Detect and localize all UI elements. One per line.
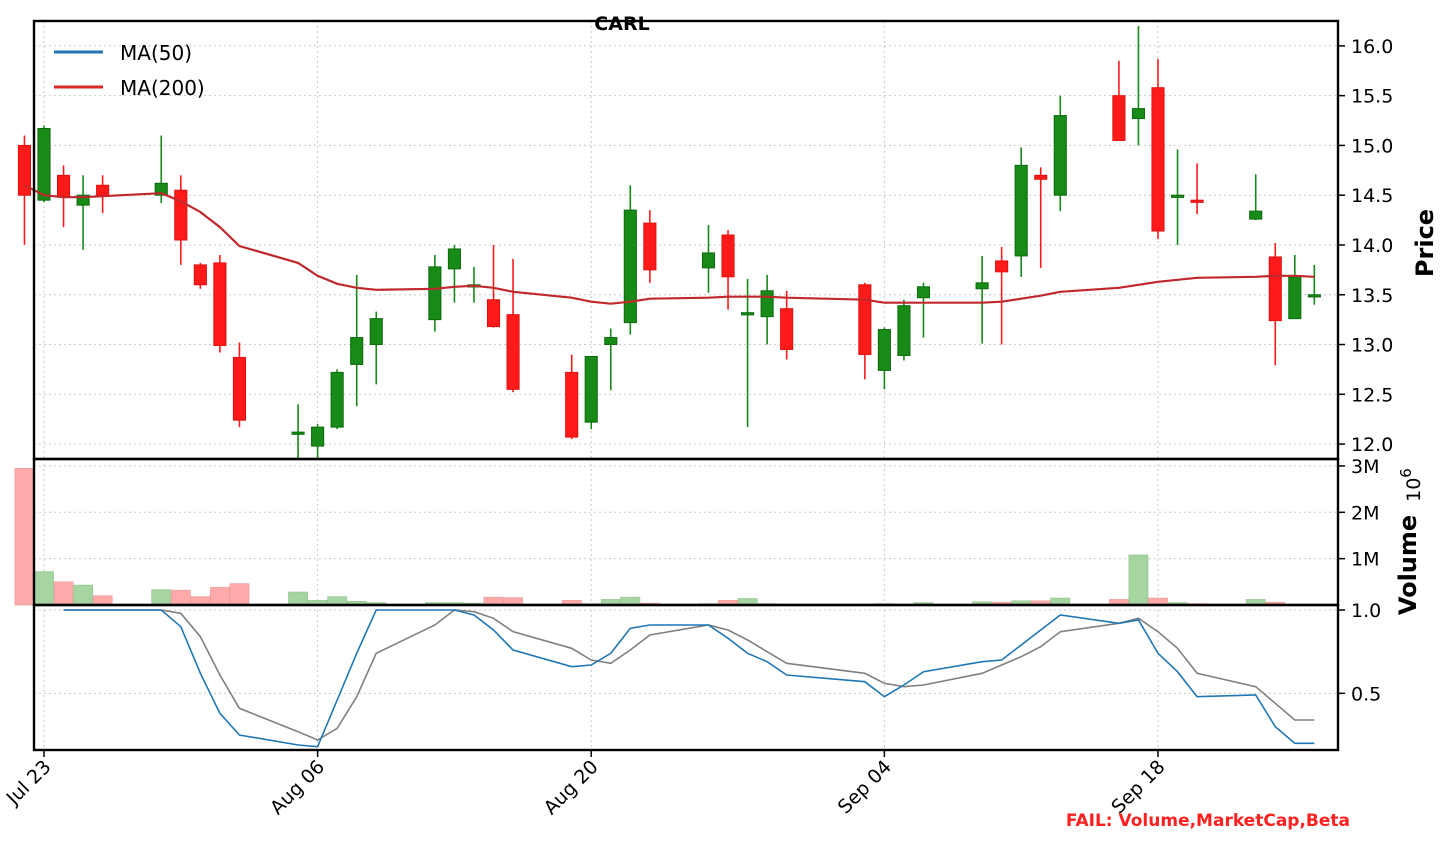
price-axis-label: Price (1411, 209, 1439, 277)
volume-bar (229, 583, 250, 606)
price-tick-label: 12.5 (1351, 384, 1393, 406)
candle-body (291, 431, 305, 435)
candle-body (975, 282, 989, 290)
volume-tick-label: 3M (1351, 456, 1379, 478)
candle-body (311, 426, 325, 447)
volume-bar (327, 596, 348, 606)
candle-body (76, 194, 90, 206)
legend-label-ma200: MA(200) (120, 76, 205, 100)
volume-bar (151, 589, 172, 606)
oscillator-frame (32, 603, 1340, 752)
price-tick-label: 13.5 (1351, 285, 1393, 307)
candle-body (565, 371, 579, 438)
x-tick-label: Sep 18 (1107, 756, 1169, 818)
candle-body (486, 299, 501, 328)
candle-body (1307, 294, 1321, 298)
candle-body (369, 318, 383, 346)
price-tick-label: 14.5 (1351, 185, 1393, 207)
price-tick-label: 16.0 (1351, 36, 1393, 58)
volume-bar (1128, 554, 1149, 606)
candle-body (1131, 108, 1146, 120)
candle-body (330, 371, 344, 428)
candle-body (877, 329, 891, 371)
volume-axis-label: Volume (1394, 515, 1422, 615)
candle-body (1268, 256, 1282, 322)
candle-body (1034, 174, 1048, 180)
candle-body (623, 209, 637, 324)
candle-body (1190, 199, 1204, 203)
candle-body (1249, 210, 1263, 220)
volume-bar (288, 591, 308, 606)
candle-body (1014, 164, 1028, 257)
candle-body (56, 174, 71, 198)
x-tick-label: Aug 20 (540, 756, 603, 819)
volume-bar (190, 596, 211, 606)
volume-bar (73, 584, 93, 606)
legend: MA(50) MA(200) (54, 41, 205, 100)
candle-body (193, 264, 207, 286)
volume-tick-label: 1M (1351, 549, 1379, 571)
volume-bar (170, 589, 191, 606)
candle-body (37, 128, 51, 201)
candle-body (447, 248, 461, 270)
chart-title: CARL (594, 13, 649, 35)
candle-body (897, 305, 911, 356)
candle-body (916, 286, 931, 299)
candle-body (232, 356, 246, 421)
volume-offset-text: 106 (1397, 468, 1425, 502)
candle-body (174, 189, 188, 241)
candle-body (604, 337, 618, 346)
candle-body (213, 262, 227, 347)
osc-tick-label: 1.0 (1351, 600, 1381, 622)
candle-body (701, 252, 716, 269)
candle-body (721, 234, 735, 278)
x-axis: Jul 23 Aug 06 Aug 20 Sep 04 Sep 18 (2, 750, 1170, 819)
candle-body (1112, 95, 1126, 141)
candle-body (506, 314, 520, 390)
x-tick-label: Aug 06 (266, 756, 329, 819)
candle-body (1151, 87, 1165, 232)
osc-tick-label: 0.5 (1351, 683, 1381, 705)
volume-bar (210, 587, 230, 606)
volume-bar (92, 595, 113, 606)
candle-body (350, 337, 364, 365)
price-tick-label: 13.0 (1351, 335, 1393, 357)
candle-body (995, 260, 1009, 273)
candle-body (584, 355, 598, 423)
candle-body (96, 184, 110, 196)
candle-body (1288, 276, 1302, 320)
candle-body (1053, 115, 1067, 196)
fail-notice: FAIL: Volume,MarketCap,Beta (1066, 811, 1350, 831)
volume-panel: 1M 2M 3M (14, 456, 1379, 607)
x-tick-label: Sep 04 (834, 756, 896, 818)
legend-label-ma50: MA(50) (120, 41, 192, 65)
candle-body (1170, 194, 1185, 198)
candle-body (17, 144, 32, 196)
candle-body (780, 308, 794, 351)
price-frame (32, 19, 1340, 461)
price-tick-label: 15.5 (1351, 86, 1393, 108)
oscillator-main-line (63, 609, 1315, 748)
oscillator-signal-line (63, 609, 1315, 741)
candle-body (760, 290, 774, 318)
volume-bar (53, 581, 74, 606)
oscillator-panel: 0.5 1.0 (32, 600, 1381, 752)
candle-body (428, 266, 442, 321)
price-panel: 12.0 12.5 13.0 13.5 14.0 14.5 15.0 15.5 16.0 (17, 19, 1393, 461)
candle-body (741, 312, 755, 316)
candle-body (858, 284, 872, 355)
price-tick-label: 14.0 (1351, 235, 1393, 257)
moving-average-line (24, 184, 1315, 305)
price-tick-label: 12.0 (1351, 434, 1393, 456)
price-tick-label: 15.0 (1351, 135, 1393, 157)
volume-bar (34, 571, 54, 606)
candle-body (154, 182, 168, 196)
volume-bar (14, 467, 35, 606)
candle-body (643, 222, 657, 271)
x-tick-label: Jul 23 (2, 756, 56, 810)
volume-tick-label: 2M (1351, 502, 1379, 524)
